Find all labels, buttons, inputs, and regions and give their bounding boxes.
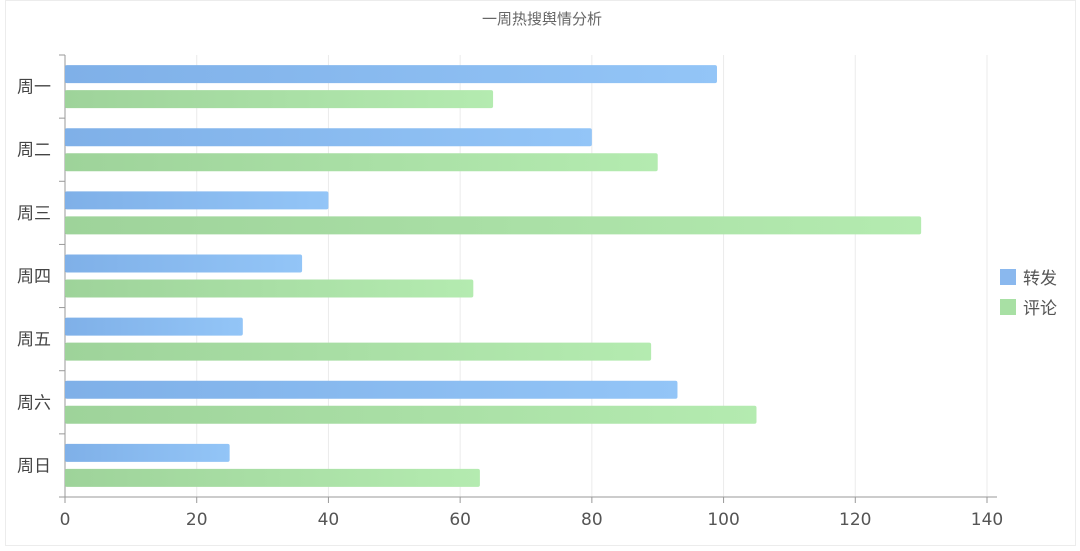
y-tick-label: 周二 [17, 141, 51, 161]
legend-label[interactable]: 转发 [1023, 269, 1057, 289]
bar-forward[interactable] [65, 317, 243, 336]
x-tick-label: 80 [581, 510, 603, 530]
bar-comment[interactable] [65, 216, 922, 235]
y-tick-label: 周三 [17, 204, 51, 224]
x-tick-label: 120 [839, 510, 871, 530]
y-tick-label: 周一 [17, 78, 51, 98]
bar-forward[interactable] [65, 128, 592, 147]
bar-comment[interactable] [65, 153, 658, 172]
y-tick-label: 周日 [17, 456, 51, 476]
y-tick-label: 周五 [17, 330, 51, 350]
x-tick-label: 140 [971, 510, 1003, 530]
x-tick-label: 60 [449, 510, 471, 530]
legend-swatch[interactable] [1000, 299, 1016, 315]
bar-forward[interactable] [65, 254, 303, 273]
x-tick-label: 100 [707, 510, 739, 530]
x-tick-label: 40 [318, 510, 340, 530]
grid-lines [196, 55, 988, 497]
legend-swatch[interactable] [1000, 269, 1016, 285]
bars [65, 65, 922, 487]
bar-forward[interactable] [65, 191, 329, 210]
bar-comment[interactable] [65, 90, 494, 109]
bar-comment[interactable] [65, 468, 480, 487]
y-tick-label: 周六 [17, 393, 51, 413]
chart-title: 一周热搜舆情分析 [482, 10, 602, 28]
x-tick-label: 0 [60, 510, 71, 530]
bar-forward[interactable] [65, 65, 717, 84]
x-tick-label: 20 [186, 510, 208, 530]
bar-forward[interactable] [65, 380, 678, 399]
bar-comment[interactable] [65, 342, 652, 361]
y-tick-label: 周四 [17, 267, 51, 287]
bar-comment[interactable] [65, 405, 757, 424]
bar-forward[interactable] [65, 443, 230, 462]
legend-label[interactable]: 评论 [1023, 299, 1057, 319]
bar-comment[interactable] [65, 279, 474, 298]
